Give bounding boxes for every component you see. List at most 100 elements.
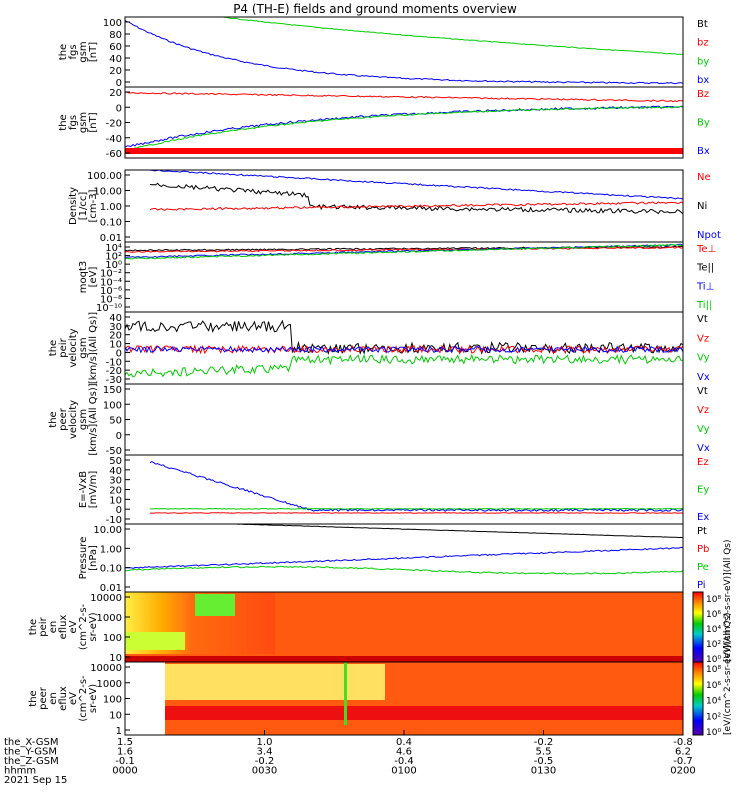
y-axis-label: the fgs gsm [nT] — [58, 41, 99, 62]
legend-entry: Pi — [697, 580, 706, 591]
x-tick-label: 5.5 — [536, 747, 552, 758]
series-line-blue — [149, 461, 683, 512]
y-axis-label-line: [nT] — [88, 112, 99, 132]
y-tick-label: 1.00 — [100, 202, 122, 213]
y-tick-label: 40 — [109, 466, 122, 477]
colorbar-tick-label: 10² — [706, 640, 721, 650]
panel-content — [149, 170, 683, 215]
y-tick-label: -20 — [106, 119, 122, 130]
panel-frame — [124, 241, 684, 313]
panel-peir-eflux: 10⁸ 10⁶ 10⁴ 10² 10⁰ 10000 1000 100 10 the peir en ef… — [28, 539, 733, 665]
series-line-green — [125, 105, 683, 152]
legend-entry: Bt — [697, 19, 708, 30]
legend-entry: Ne — [697, 172, 711, 183]
y-axis-label-line: gsm — [78, 337, 89, 358]
legend-entry: Npot — [697, 230, 721, 241]
x-axis-row-label: hhmm — [4, 766, 36, 777]
y-axis-label-line: peer — [58, 407, 69, 431]
legend-entry: by — [697, 56, 709, 67]
colorbar-tick-label: 10² — [706, 712, 721, 722]
y-tick-label: 10² — [105, 252, 122, 263]
y-tick-label: 50 — [109, 456, 122, 467]
y-tick-label: 0.10 — [100, 564, 122, 575]
y-tick-label: 10 — [109, 340, 122, 351]
y-axis-label-line: sr-eV) — [88, 612, 99, 641]
x-tick-label: -0.2 — [255, 756, 275, 767]
panel-content — [125, 319, 683, 378]
y-axis-label-line: en — [48, 621, 59, 634]
series-line-green — [218, 17, 683, 55]
x-tick-label: 0000 — [112, 766, 137, 777]
y-axis-label-line: eflux — [58, 686, 69, 711]
y-axis-label-line: gsm — [78, 409, 89, 430]
y-tick-label: 10⁻⁸ — [100, 294, 122, 305]
y-axis-label-line: fgs — [68, 115, 79, 130]
legend-entry: Vz — [697, 405, 709, 416]
colorbar-tick-label: 10⁶ — [706, 681, 721, 691]
colorbar-label-text: [eV/(cm^2-s-sr-eV)](All Qs) — [723, 612, 733, 735]
legend-entry: Vy — [697, 424, 710, 435]
y-tick-label: -60 — [106, 149, 122, 160]
y-axis-label: Density [1/cc] [cm-3] — [68, 187, 99, 225]
y-tick-label: 100.00 — [87, 171, 122, 182]
x-tick-label: 0030 — [252, 766, 277, 777]
y-axis-label-line: moqt3 — [78, 261, 89, 294]
legend-entry: Vt — [697, 386, 708, 397]
panel-frame — [124, 86, 684, 159]
x-tick-label: 6.2 — [675, 747, 691, 758]
legend-entry: Pe — [697, 562, 709, 573]
colorbar-tick-label: 10⁶ — [706, 610, 721, 620]
y-tick-label: 10⁰ — [105, 260, 122, 271]
y-tick-label: -30 — [106, 375, 122, 386]
y-tick-label: 100 — [103, 18, 122, 29]
y-tick-label: 10000 — [90, 663, 122, 674]
panel-peer-velocity: 150 100 50 0 -50 the peer velocity gsm [km/s](All… — [48, 383, 710, 457]
series-line-red — [125, 91, 683, 103]
y-tick-label: 150 — [103, 385, 122, 396]
panel-content — [125, 17, 683, 85]
legend-entry: Bz — [697, 89, 709, 100]
x-tick-label: -0.1 — [115, 756, 135, 767]
colorbar-tick-label: 10⁴ — [706, 697, 721, 707]
legend-entry: Ey — [697, 485, 709, 496]
colorbar-tick-label: 10⁸ — [706, 665, 721, 675]
y-tick-label: 1.00 — [100, 544, 122, 555]
panel-content — [125, 243, 683, 260]
y-tick-label: 1 — [116, 726, 122, 737]
panel-frame — [124, 16, 684, 88]
y-tick-label: 10⁴ — [105, 243, 122, 254]
x-tick-label: -0.7 — [673, 756, 693, 767]
x-tick-label: -0.5 — [534, 756, 554, 767]
y-axis-label-line: [mV/m] — [88, 471, 99, 509]
series-line-green — [125, 353, 683, 378]
y-tick-label: 0 — [116, 348, 122, 359]
y-tick-label: 100 — [103, 695, 122, 706]
legend-entry: Pt — [697, 526, 707, 537]
legend-entry: Ti|| — [696, 300, 712, 311]
x-tick-label: -0.8 — [673, 737, 693, 748]
series-line-black — [216, 524, 683, 539]
y-axis-label-line: eV — [68, 692, 79, 705]
y-axis-label-line: velocity — [68, 400, 79, 439]
y-axis-label-line: (cm^2-s- — [78, 603, 89, 650]
red-flag-bar — [125, 148, 683, 154]
series-line-blue — [125, 20, 683, 85]
y-axis-label: Pressure [nPa] — [78, 537, 99, 580]
colorbar-label-text: [eV/(cm^2-s-sr-eV)](All Qs) — [723, 539, 733, 662]
y-axis-label-line: the — [48, 340, 59, 356]
y-axis-label: the peer en eflux eV (cm^2-s-sr-eV) — [28, 675, 99, 722]
y-tick-label: 10 — [109, 710, 122, 721]
y-tick-label: -40 — [106, 134, 122, 145]
y-tick-label: -10 — [106, 515, 122, 526]
legend-entry: Vx — [697, 443, 710, 454]
y-tick-label: 1000 — [97, 613, 122, 624]
y-tick-label: -20 — [106, 366, 122, 377]
y-axis-label-line: peer — [38, 686, 49, 710]
y-axis-label: the peer velocity gsm [km/s](All Qs)] — [48, 383, 99, 455]
y-tick-label: 20 — [109, 486, 122, 497]
y-axis-label-line: gsm — [78, 112, 89, 133]
legend-entry: Ti⊥ — [696, 281, 714, 292]
